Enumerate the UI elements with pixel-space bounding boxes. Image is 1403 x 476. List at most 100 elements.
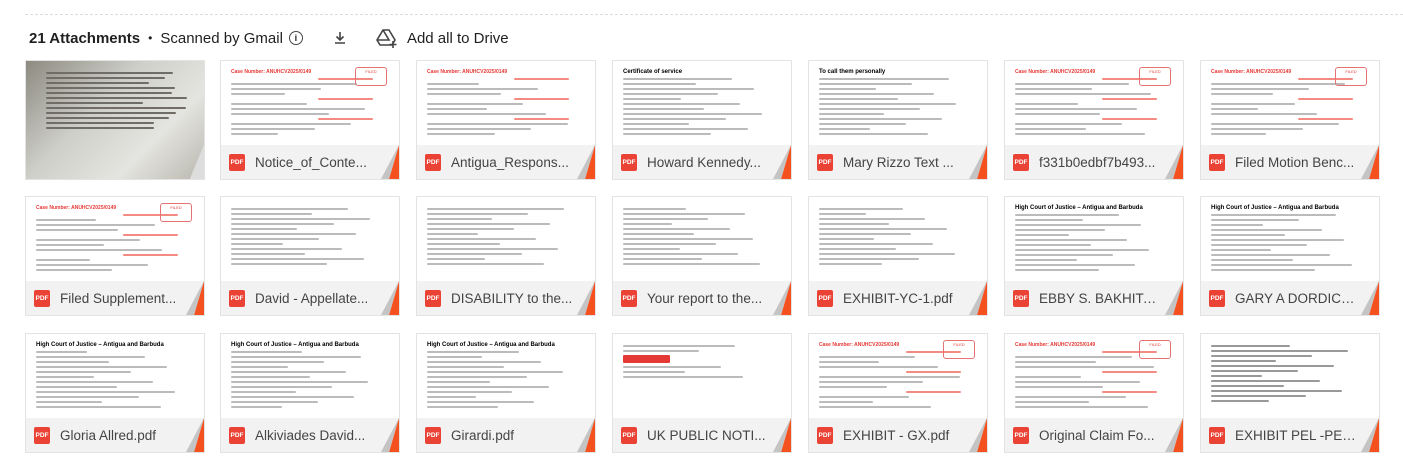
attachment-name: EXHIBIT-YC-1.pdf <box>843 291 965 306</box>
pdf-icon: PDF <box>34 290 50 307</box>
page-fold-icon <box>573 145 595 179</box>
page-fold-icon <box>1357 145 1379 179</box>
attachment-tile[interactable]: High Court of Justice – Antigua and Barb… <box>1200 196 1380 316</box>
preview-heading: High Court of Justice – Antigua and Barb… <box>36 342 194 348</box>
page-fold-icon <box>573 281 595 315</box>
attachment-tile[interactable]: Case Number: ANUHCV2025/0149 FILED PDF Orig… <box>1004 333 1184 453</box>
attachment-label-bar: PDF EBBY S. BAKHITA... <box>1005 281 1183 315</box>
attachment-tile[interactable]: High Court of Justice – Antigua and Barb… <box>25 333 205 453</box>
attachment-tile[interactable]: Case Number: ANUHCV2025/0149 FILED PDF f331… <box>1004 60 1184 180</box>
page-fold-icon <box>1357 418 1379 452</box>
attachment-tile[interactable]: High Court of Justice – Antigua and Barb… <box>416 333 596 453</box>
attachment-tile[interactable] <box>25 60 205 180</box>
attachment-label-bar: PDF DISABILITY to the... <box>417 281 595 315</box>
attachment-label-bar: PDF Antigua_Respons... <box>417 145 595 179</box>
attachment-name: DISABILITY to the... <box>451 291 573 306</box>
divider <box>25 14 1403 15</box>
attachment-tile[interactable]: PDF EXHIBIT PEL -PEL... <box>1200 333 1380 453</box>
attachment-name: Girardi.pdf <box>451 428 573 443</box>
attachment-label-bar: PDF EXHIBIT-YC-1.pdf <box>809 281 987 315</box>
download-all-button[interactable] <box>329 27 351 49</box>
filed-stamp: FILED <box>355 67 387 86</box>
attachment-label-bar: PDF Girardi.pdf <box>417 418 595 452</box>
attachment-name: Alkiviades David... <box>255 428 377 443</box>
attachment-name: David - Appellate... <box>255 291 377 306</box>
attachment-tile[interactable]: Case Number: ANUHCV2025/0149 FILED PDF File… <box>1200 60 1380 180</box>
attachment-tile[interactable]: Case Number: ANUHCV2025/0149 PDF Antigua_R… <box>416 60 596 180</box>
filed-stamp: FILED <box>943 340 975 359</box>
page-fold-icon <box>182 281 204 315</box>
attachment-tile[interactable]: High Court of Justice – Antigua and Barb… <box>1004 196 1184 316</box>
pdf-icon: PDF <box>1209 427 1225 444</box>
info-icon[interactable]: i <box>289 31 303 45</box>
attachment-label-bar: PDF GARY A DORDICK... <box>1201 281 1379 315</box>
attachment-name: Howard Kennedy... <box>647 155 769 170</box>
pdf-icon: PDF <box>425 290 441 307</box>
attachment-name: Gloria Allred.pdf <box>60 428 182 443</box>
attachment-label-bar: PDF EXHIBIT - GX.pdf <box>809 418 987 452</box>
pdf-icon: PDF <box>621 290 637 307</box>
attachment-label-bar: PDF Mary Rizzo Text ... <box>809 145 987 179</box>
page-fold-icon <box>1161 281 1183 315</box>
attachment-label-bar: PDF Howard Kennedy... <box>613 145 791 179</box>
attachment-tile[interactable]: PDF DISABILITY to the... <box>416 196 596 316</box>
attachment-tile[interactable]: Case Number: ANUHCV2025/0149 FILED PDF EXHI… <box>808 333 988 453</box>
page-fold-icon <box>769 145 791 179</box>
add-all-to-drive-label: Add all to Drive <box>407 30 509 47</box>
pdf-icon: PDF <box>621 154 637 171</box>
page-fold-icon <box>1161 418 1183 452</box>
attachment-tile[interactable]: To call them personally PDF Mary Rizzo Tex… <box>808 60 988 180</box>
attachment-tile[interactable]: Case Number: ANUHCV2025/0149 FILED PDF File… <box>25 196 205 316</box>
attachment-name: Original Claim Fo... <box>1039 428 1161 443</box>
attachment-name: f331b0edbf7b493... <box>1039 155 1161 170</box>
page-fold-icon <box>965 418 987 452</box>
pdf-icon: PDF <box>34 427 50 444</box>
attachment-tile[interactable]: PDF UK PUBLIC NOTI... <box>612 333 792 453</box>
page-fold-icon <box>769 281 791 315</box>
pdf-icon: PDF <box>229 154 245 171</box>
attachment-label-bar: PDF Notice_of_Conte... <box>221 145 399 179</box>
attachment-name: EBBY S. BAKHITA... <box>1039 291 1161 306</box>
pdf-icon: PDF <box>817 290 833 307</box>
attachment-name: EXHIBIT PEL -PEL... <box>1235 428 1357 443</box>
separator-dot: • <box>148 31 152 45</box>
attachment-label-bar: PDF Alkiviades David... <box>221 418 399 452</box>
attachment-tile[interactable]: Certificate of service PDF Howard Kennedy.… <box>612 60 792 180</box>
attachment-name: UK PUBLIC NOTI... <box>647 428 769 443</box>
attachment-name: GARY A DORDICK... <box>1235 291 1357 306</box>
attachment-name: Mary Rizzo Text ... <box>843 155 965 170</box>
pdf-icon: PDF <box>229 290 245 307</box>
attachment-label-bar: PDF Gloria Allred.pdf <box>26 418 204 452</box>
attachment-label-bar: PDF EXHIBIT PEL -PEL... <box>1201 418 1379 452</box>
attachment-name: EXHIBIT - GX.pdf <box>843 428 965 443</box>
attachment-name: Antigua_Respons... <box>451 155 573 170</box>
page-fold-icon <box>182 145 204 179</box>
pdf-icon: PDF <box>1209 154 1225 171</box>
page-fold-icon <box>965 145 987 179</box>
filed-stamp: FILED <box>1139 67 1171 86</box>
preview-heading: High Court of Justice – Antigua and Barb… <box>427 342 585 348</box>
pdf-icon: PDF <box>817 154 833 171</box>
attachment-tile[interactable]: PDF EXHIBIT-YC-1.pdf <box>808 196 988 316</box>
attachment-name: Filed Supplement... <box>60 291 182 306</box>
pdf-icon: PDF <box>1209 290 1225 307</box>
attachment-tile[interactable]: PDF David - Appellate... <box>220 196 400 316</box>
attachment-label-bar: PDF David - Appellate... <box>221 281 399 315</box>
attachment-name: Notice_of_Conte... <box>255 155 377 170</box>
preview-heading: Case Number: ANUHCV2025/0149 <box>427 69 585 75</box>
attachment-tile[interactable]: Case Number: ANUHCV2025/0149 FILED PDF Noti… <box>220 60 400 180</box>
page-fold-icon <box>1357 281 1379 315</box>
attachment-tile[interactable]: PDF Your report to the... <box>612 196 792 316</box>
attachment-name: Your report to the... <box>647 291 769 306</box>
attachment-preview <box>26 61 204 179</box>
attachment-count: 21 Attachments <box>29 30 140 47</box>
page-fold-icon <box>377 281 399 315</box>
add-all-to-drive-button[interactable]: Add all to Drive <box>375 27 509 49</box>
pdf-icon: PDF <box>621 427 637 444</box>
attachment-tile[interactable]: High Court of Justice – Antigua and Barb… <box>220 333 400 453</box>
page-fold-icon <box>573 418 595 452</box>
attachment-label-bar: PDF UK PUBLIC NOTI... <box>613 418 791 452</box>
page-fold-icon <box>377 145 399 179</box>
filed-stamp: FILED <box>1335 67 1367 86</box>
filed-stamp: FILED <box>1139 340 1171 359</box>
